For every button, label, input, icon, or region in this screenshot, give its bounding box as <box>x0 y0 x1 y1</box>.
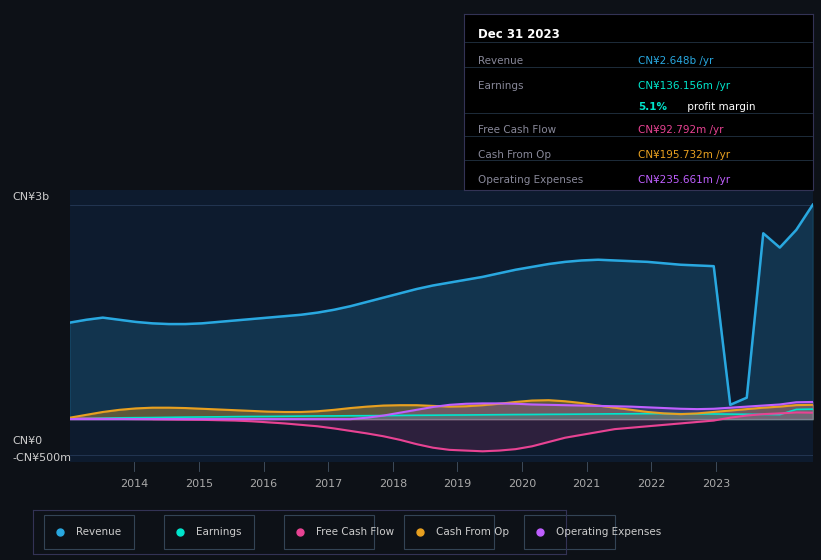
Text: 2022: 2022 <box>637 479 666 488</box>
Text: Free Cash Flow: Free Cash Flow <box>478 125 556 135</box>
Text: 2020: 2020 <box>508 479 536 488</box>
Text: 2021: 2021 <box>572 479 601 488</box>
Text: profit margin: profit margin <box>684 102 755 112</box>
Text: Revenue: Revenue <box>478 57 523 66</box>
Text: Cash From Op: Cash From Op <box>478 150 551 160</box>
Text: 2015: 2015 <box>185 479 213 488</box>
Text: Revenue: Revenue <box>76 527 121 537</box>
Text: Free Cash Flow: Free Cash Flow <box>316 527 394 537</box>
Text: CN¥0: CN¥0 <box>12 436 43 446</box>
Text: Earnings: Earnings <box>478 81 523 91</box>
Text: CN¥136.156m /yr: CN¥136.156m /yr <box>639 81 731 91</box>
Text: 2016: 2016 <box>250 479 277 488</box>
Text: 2023: 2023 <box>702 479 730 488</box>
Text: 2018: 2018 <box>378 479 407 488</box>
Text: CN¥195.732m /yr: CN¥195.732m /yr <box>639 150 731 160</box>
Text: Earnings: Earnings <box>195 527 241 537</box>
Text: 2019: 2019 <box>443 479 471 488</box>
Text: CN¥2.648b /yr: CN¥2.648b /yr <box>639 57 713 66</box>
Text: Operating Expenses: Operating Expenses <box>556 527 661 537</box>
Text: 5.1%: 5.1% <box>639 102 667 112</box>
Text: CN¥235.661m /yr: CN¥235.661m /yr <box>639 175 731 185</box>
Text: -CN¥500m: -CN¥500m <box>12 453 71 463</box>
Text: CN¥3b: CN¥3b <box>12 192 49 202</box>
Text: CN¥92.792m /yr: CN¥92.792m /yr <box>639 125 724 135</box>
Text: Dec 31 2023: Dec 31 2023 <box>478 28 560 41</box>
Text: Operating Expenses: Operating Expenses <box>478 175 583 185</box>
Text: 2014: 2014 <box>120 479 149 488</box>
Text: 2017: 2017 <box>314 479 342 488</box>
Text: Cash From Op: Cash From Op <box>436 527 509 537</box>
